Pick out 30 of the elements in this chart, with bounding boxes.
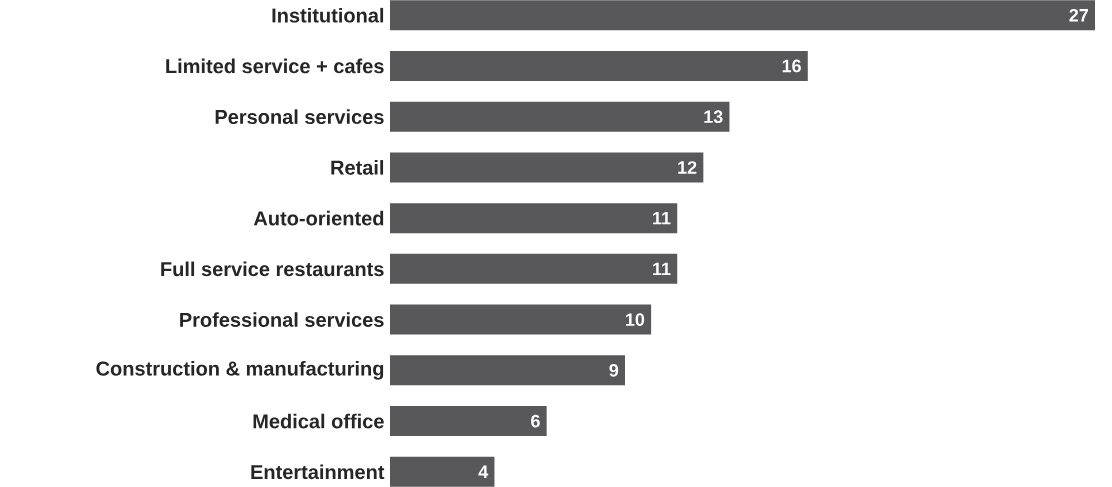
data-label: 11 (653, 262, 671, 276)
data-label: 10 (626, 313, 645, 326)
y-tick-label: Limited service + cafes (166, 58, 384, 74)
bar (390, 50, 808, 81)
y-tick-label: Auto-oriented (253, 210, 384, 226)
bar (390, 456, 495, 487)
data-label: 4 (478, 465, 489, 478)
data-label: 27 (1069, 8, 1089, 22)
data-label: 13 (704, 110, 723, 124)
bar (390, 253, 678, 284)
bar (390, 203, 678, 234)
bar (390, 0, 1096, 31)
y-tick-label: Personal services (215, 109, 384, 125)
bar (390, 304, 652, 335)
bar (390, 101, 730, 132)
bar (390, 152, 704, 183)
y-tick-label: Full service restaurants (161, 261, 384, 277)
bar (390, 355, 625, 386)
y-tick-label: Medical office (253, 413, 384, 429)
data-label: 6 (531, 414, 540, 428)
y-tick-label: Professional services (180, 312, 384, 327)
data-label: 12 (678, 161, 697, 174)
y-tick-label: Entertainment (251, 464, 385, 480)
y-tick-label: Retail (331, 160, 384, 175)
y-tick-label: Construction & manufacturing (96, 360, 384, 380)
bar (390, 406, 547, 437)
y-tick-label: Institutional (272, 7, 384, 23)
data-label: 9 (609, 363, 619, 377)
data-label: 11 (653, 211, 671, 225)
data-label: 16 (782, 59, 801, 73)
